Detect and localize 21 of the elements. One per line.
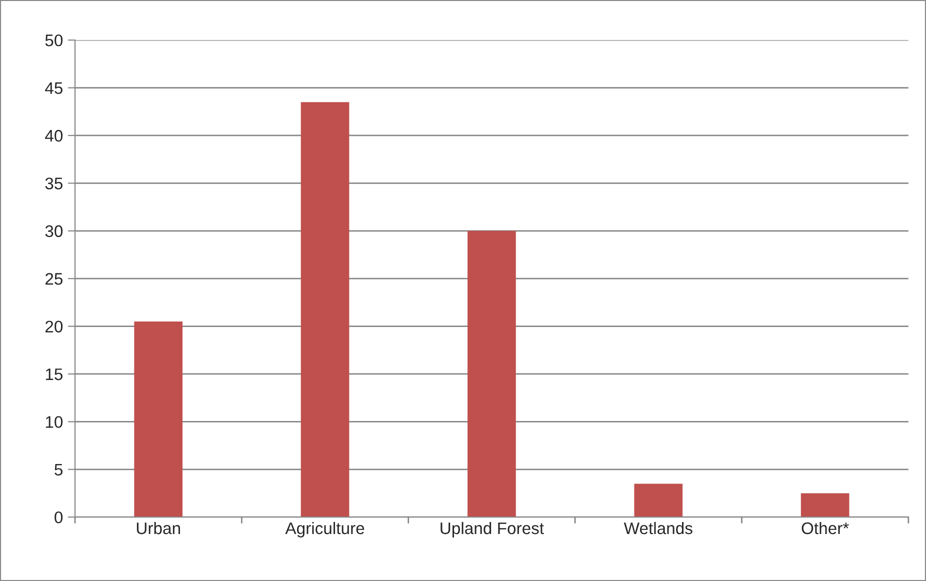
bar xyxy=(468,230,516,518)
y-tick-label: 5 xyxy=(54,464,63,476)
bar xyxy=(300,102,350,518)
y-tick-label: 25 xyxy=(46,272,63,285)
y-tick-label: 30 xyxy=(45,225,63,238)
y-tick-label: 20 xyxy=(46,320,63,332)
y-tick-label: 45 xyxy=(45,82,63,94)
y-tick-label: 15 xyxy=(46,368,63,380)
y-tick-label: 10 xyxy=(46,416,63,428)
bar xyxy=(634,484,683,518)
x-tick-label: Upland Forest xyxy=(440,522,544,538)
bar xyxy=(800,493,850,518)
x-tick-label: Wetlands xyxy=(624,522,692,534)
bar xyxy=(134,322,183,518)
y-tick-label: 0 xyxy=(54,511,63,524)
y-tick-label: 40 xyxy=(45,130,63,142)
x-tick-label: Urban xyxy=(136,522,180,534)
y-tick-label: 50 xyxy=(45,34,63,46)
x-tick-label: Agriculture xyxy=(285,522,364,538)
y-tick-label: 35 xyxy=(45,178,63,190)
x-tick-label: Other* xyxy=(802,522,849,534)
